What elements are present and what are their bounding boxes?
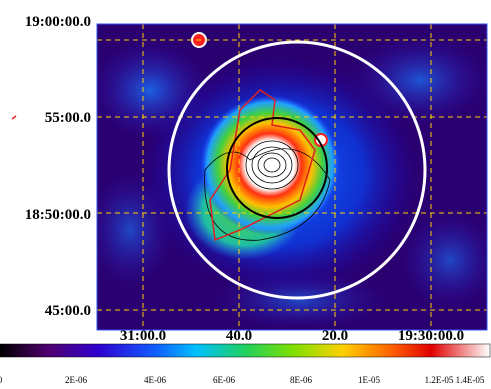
colorbar-label: 1E-05 [358, 375, 380, 385]
x-label: 20.0 [322, 328, 348, 344]
y-label: 19:00:00.0 [25, 14, 91, 30]
colorbar-label: 6E-06 [213, 375, 235, 385]
sky-image [97, 24, 487, 330]
colorbar [0, 343, 491, 358]
y-label: 18:50:00.0 [25, 207, 91, 223]
colorbar-label: 2E-06 [65, 375, 87, 385]
colorbar-label: 0 [0, 375, 3, 385]
colorbar-label: 4E-06 [144, 375, 166, 385]
y-label: 45:00.0 [45, 303, 91, 319]
x-label: 40.0 [226, 328, 252, 344]
x-label: 31:00.0 [120, 328, 166, 344]
colorbar-label: 1.4E-05 [456, 375, 485, 385]
colorbar-label: 1.2E-05 [425, 375, 454, 385]
marker [11, 115, 17, 120]
x-label: 19:30:00.0 [398, 328, 464, 344]
y-label: 55:00.0 [45, 110, 91, 126]
colorbar-label: 8E-06 [290, 375, 312, 385]
image-frame [96, 23, 488, 331]
